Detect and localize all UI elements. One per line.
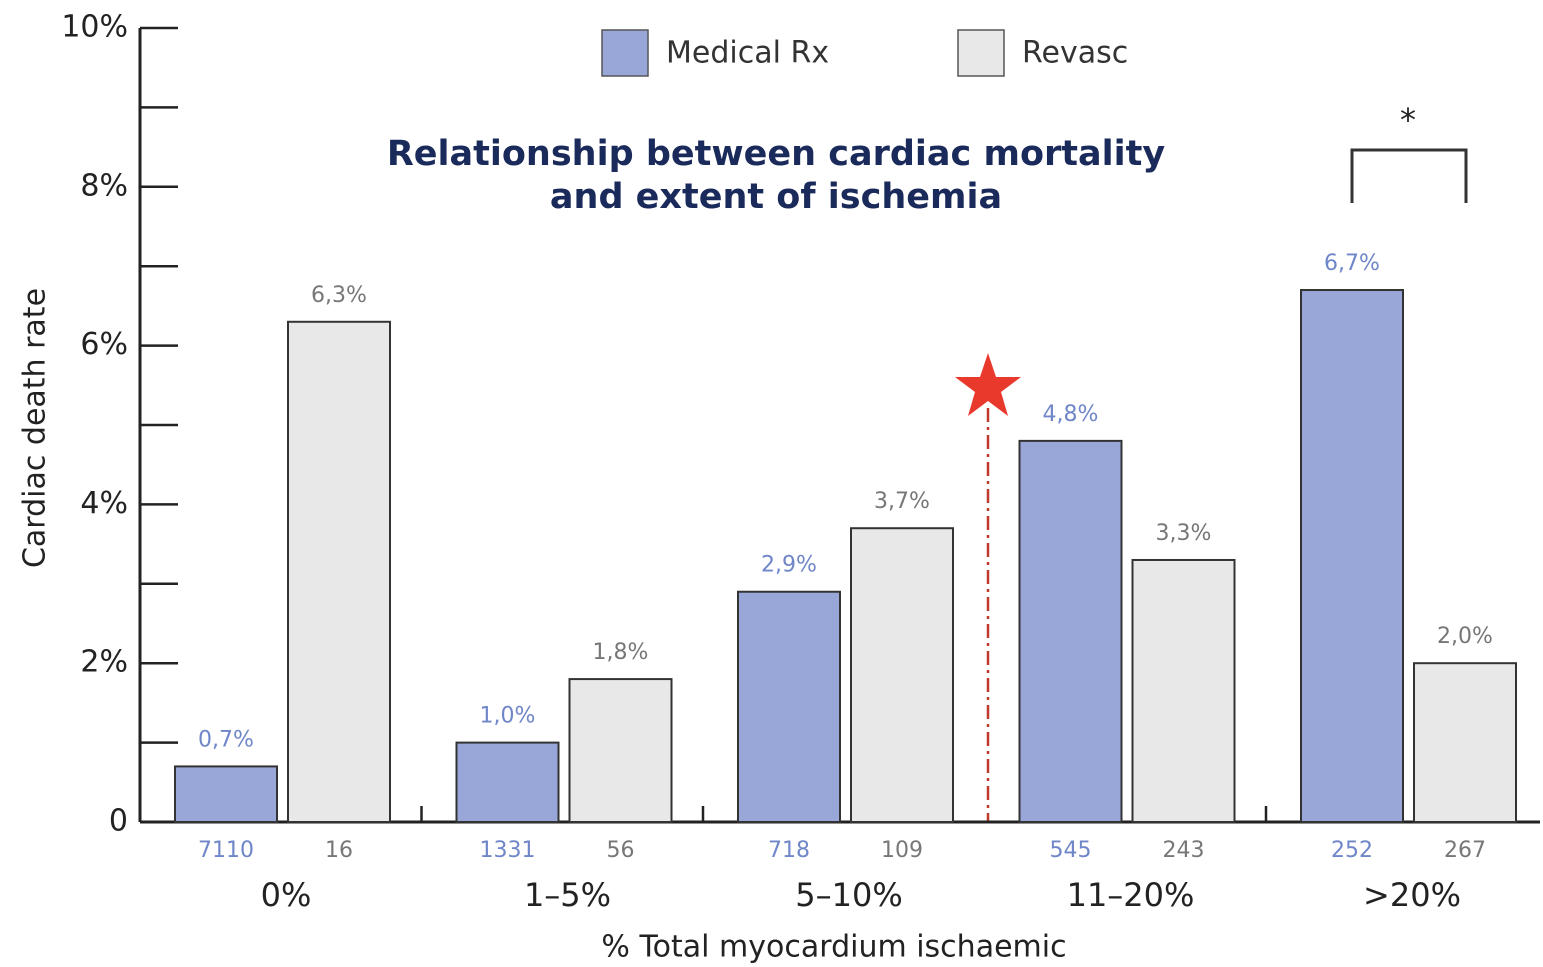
value-label: 6,3% (311, 283, 367, 308)
legend-label: Revasc (1022, 36, 1128, 71)
sample-size: 252 (1331, 838, 1373, 863)
value-label: 3,3% (1156, 521, 1212, 546)
bar (737, 590, 841, 823)
y-tick-label: 4% (80, 486, 128, 521)
legend-label: Medical Rx (666, 36, 829, 71)
bar (287, 320, 391, 823)
legend-swatch (957, 29, 1005, 77)
threshold-star (955, 353, 1021, 416)
value-label: 1,0% (480, 704, 536, 729)
sample-size: 1331 (480, 838, 536, 863)
x-tick-label: >20% (1363, 876, 1461, 914)
bar (850, 527, 954, 823)
value-label: 0,7% (198, 727, 254, 752)
chart-title: Relationship between cardiac mortality (387, 134, 1165, 174)
x-tick-label: 5–10% (795, 876, 902, 914)
significance-mark: * (1400, 101, 1416, 139)
value-label: 6,7% (1324, 251, 1380, 276)
bar (568, 678, 673, 824)
value-label: 2,9% (761, 553, 817, 578)
bar (1018, 439, 1123, 823)
y-tick-label: 0 (109, 804, 128, 839)
y-tick-label: 2% (80, 645, 128, 680)
sample-size: 7110 (198, 838, 254, 863)
x-axis-label: % Total myocardium ischaemic (601, 930, 1066, 965)
legend-swatch (601, 29, 649, 77)
sample-size: 267 (1444, 838, 1486, 863)
significance-bracket (1350, 148, 1468, 203)
sample-size: 718 (768, 838, 810, 863)
bar (1413, 662, 1517, 824)
bar (1300, 289, 1404, 823)
chart-title: and extent of ischemia (550, 177, 1002, 217)
sample-size: 545 (1050, 838, 1092, 863)
bar (1131, 558, 1236, 823)
bar (455, 741, 560, 823)
sample-size: 109 (881, 838, 923, 863)
sample-size: 16 (325, 838, 353, 863)
y-axis-label: Cardiac death rate (18, 288, 53, 568)
y-tick-label: 10% (61, 10, 128, 45)
x-tick-label: 11–20% (1067, 876, 1195, 914)
sample-size: 243 (1163, 838, 1205, 863)
bar (174, 765, 278, 823)
value-label: 4,8% (1043, 402, 1099, 427)
value-label: 2,0% (1437, 624, 1493, 649)
y-tick-label: 6% (80, 327, 128, 362)
y-tick-label: 8% (80, 168, 128, 203)
sample-size: 56 (607, 838, 635, 863)
x-tick-label: 0% (261, 876, 312, 914)
value-label: 1,8% (593, 640, 649, 665)
value-label: 3,7% (874, 489, 930, 514)
x-tick-label: 1–5% (524, 876, 611, 914)
